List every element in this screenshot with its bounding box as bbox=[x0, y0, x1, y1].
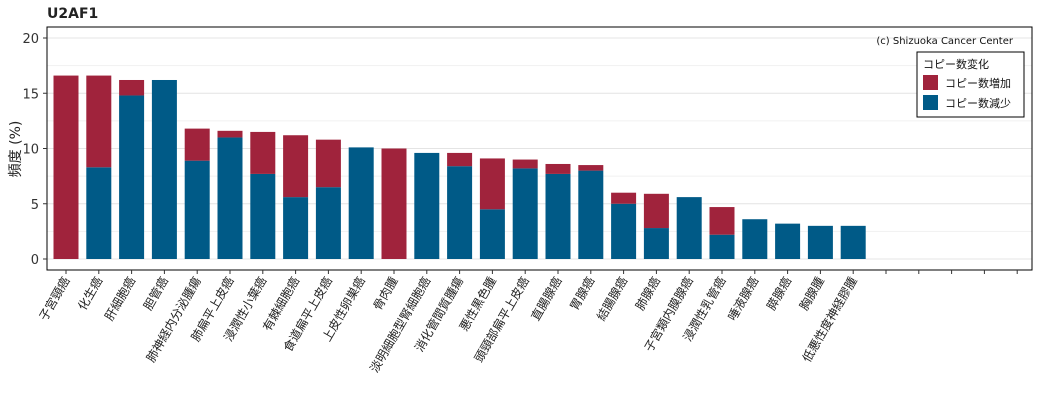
y-tick-label: 15 bbox=[22, 87, 39, 102]
x-tick-label: 膵腺癌 bbox=[763, 274, 794, 313]
bar-segment-increase bbox=[250, 131, 276, 174]
legend-label-decrease: コピー数減少 bbox=[945, 96, 1011, 110]
bar-segment-increase bbox=[184, 128, 210, 161]
bar-segment-decrease bbox=[315, 187, 341, 259]
bar-segment-decrease bbox=[184, 160, 210, 259]
x-tick-label: 胆管癌 bbox=[140, 274, 171, 313]
x-tick-label: 唾液腺癌 bbox=[724, 274, 761, 323]
x-tick-label: 化生癌 bbox=[74, 274, 105, 313]
bar-segment-decrease bbox=[742, 219, 768, 259]
bar-segment-increase bbox=[545, 163, 571, 174]
x-tick-label: 結腸腺癌 bbox=[593, 274, 630, 323]
bar-segment-increase bbox=[447, 152, 473, 167]
bar-segment-decrease bbox=[775, 223, 801, 259]
bar-segment-increase bbox=[709, 207, 735, 235]
bar-segment-increase bbox=[53, 75, 79, 259]
y-tick-label: 0 bbox=[31, 253, 39, 268]
y-axis-title: 頻度 (%) bbox=[8, 121, 24, 178]
bar-segment-decrease bbox=[86, 167, 112, 259]
y-axis: 0 5 10 15 20 bbox=[22, 32, 47, 268]
bar-segment-decrease bbox=[151, 79, 177, 260]
legend-title: コピー数変化 bbox=[923, 57, 989, 71]
bar-segment-decrease bbox=[250, 173, 276, 259]
bar-segment-increase bbox=[643, 193, 669, 229]
bar-segment-increase bbox=[611, 192, 637, 204]
bar-segment-decrease bbox=[676, 197, 702, 259]
bar-segment-decrease bbox=[611, 203, 637, 259]
x-tick-label: 直腸腺癌 bbox=[528, 274, 565, 323]
bar-segment-decrease bbox=[709, 234, 735, 259]
x-tick-label: 胸腺腫 bbox=[796, 274, 827, 313]
bar-segment-increase bbox=[381, 148, 407, 259]
y-tick-label: 20 bbox=[22, 32, 39, 47]
bar-segment-decrease bbox=[840, 225, 866, 259]
bar-segment-increase bbox=[217, 130, 243, 138]
bar-segment-increase bbox=[578, 165, 604, 171]
bar-segment-decrease bbox=[119, 95, 145, 260]
x-tick-label: 骨肉腫 bbox=[370, 275, 400, 313]
bar-segment-increase bbox=[283, 135, 309, 198]
bars bbox=[53, 75, 866, 260]
bar-segment-increase bbox=[119, 79, 145, 96]
bar-segment-decrease bbox=[545, 173, 571, 259]
x-tick-label: 胃腺癌 bbox=[566, 274, 597, 313]
bar-segment-increase bbox=[512, 159, 538, 169]
bar-segment-increase bbox=[479, 158, 505, 210]
legend-swatch-increase bbox=[923, 75, 938, 90]
y-tick-label: 5 bbox=[31, 198, 39, 213]
bar-segment-increase bbox=[86, 75, 112, 168]
bar-segment-decrease bbox=[807, 225, 833, 259]
bar-segment-decrease bbox=[578, 170, 604, 259]
legend: コピー数変化 コピー数増加 コピー数減少 bbox=[916, 51, 1025, 118]
bar-segment-decrease bbox=[479, 209, 505, 259]
bar-segment-increase bbox=[315, 139, 341, 188]
x-tick-label: 淡明細胞型腎細胞癌 bbox=[366, 274, 433, 375]
bar-segment-decrease bbox=[512, 168, 538, 259]
chart-title: U2AF1 bbox=[47, 6, 98, 22]
x-tick-label: 肺腺癌 bbox=[632, 274, 663, 313]
x-tick-label: 肝細胞癌 bbox=[101, 274, 138, 323]
bar-segment-decrease bbox=[348, 147, 374, 259]
grid-lines bbox=[47, 37, 1032, 260]
bar-segment-decrease bbox=[447, 166, 473, 259]
bar-segment-decrease bbox=[217, 137, 243, 259]
bar-segment-decrease bbox=[414, 152, 440, 259]
x-tick-label: 子宮頸癌 bbox=[36, 274, 73, 323]
credit-text: (c) Shizuoka Cancer Center bbox=[876, 36, 1014, 47]
legend-swatch-decrease bbox=[923, 95, 938, 110]
y-tick-label: 10 bbox=[22, 143, 39, 158]
bar-segment-decrease bbox=[643, 228, 669, 259]
bar-segment-decrease bbox=[283, 197, 309, 259]
legend-label-increase: コピー数増加 bbox=[945, 77, 1011, 90]
